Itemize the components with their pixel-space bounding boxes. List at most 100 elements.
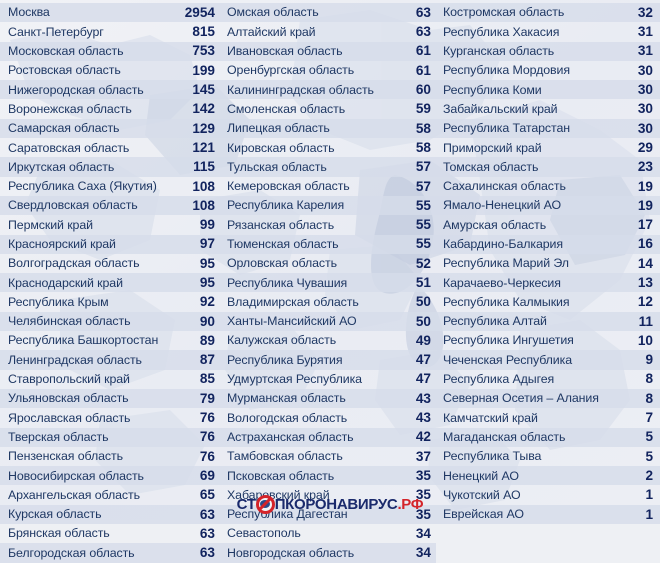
table-row: Белгородская область 63 xyxy=(0,543,220,563)
table-row: Калининградская область 60 xyxy=(220,80,436,100)
region-name: Кабардино-Балкария xyxy=(443,237,563,251)
region-name: Приморский край xyxy=(443,140,542,155)
region-case-count: 145 xyxy=(192,82,215,98)
table-row: Иркутская область 115 xyxy=(0,157,220,177)
region-name: Псковская область xyxy=(227,468,335,483)
region-name: Ивановская область xyxy=(227,44,343,59)
table-row: Республика Адыгея 8 xyxy=(436,370,660,389)
region-name: Пензенская область xyxy=(8,449,123,464)
region-name: Алтайский край xyxy=(227,24,316,39)
region-case-count: 63 xyxy=(199,525,215,541)
region-case-count: 76 xyxy=(199,429,215,445)
region-name: Республика Татарстан xyxy=(443,121,570,136)
table-row: Свердловская область 108 xyxy=(0,195,220,216)
table-row: Воронежская область 142 xyxy=(0,99,220,118)
table-row: Вологодская область 43 xyxy=(220,408,436,427)
region-case-count: 61 xyxy=(415,43,431,59)
region-case-count: 11 xyxy=(638,313,653,329)
table-row: Магаданская область 5 xyxy=(436,427,660,447)
region-name: Челябинская область xyxy=(8,314,131,329)
region-case-count: 12 xyxy=(637,294,653,310)
region-name: Амурская область xyxy=(443,217,547,232)
table-row: Республика Башкортостан 89 xyxy=(0,331,220,350)
region-name: Чукотский АО xyxy=(443,487,521,502)
table-row: Кемеровская область 57 xyxy=(220,177,436,196)
table-row: Красноярский край 97 xyxy=(0,234,220,254)
region-name: Курганская область xyxy=(443,44,555,59)
region-name: Курская область xyxy=(8,507,102,522)
region-name: Воронежская область xyxy=(8,101,132,116)
region-name: Республика Саха (Якутия) xyxy=(8,179,157,194)
region-case-count: 17 xyxy=(637,217,653,233)
region-name: Красноярский край xyxy=(8,237,116,251)
region-case-count: 49 xyxy=(415,332,431,348)
region-name: Краснодарский край xyxy=(8,275,123,290)
region-name: Астраханская область xyxy=(227,429,354,444)
region-case-count: 85 xyxy=(199,371,215,387)
region-case-count: 19 xyxy=(637,178,653,194)
region-name: Северная Осетия – Алания xyxy=(443,391,599,406)
table-row: Архангельская область 65 xyxy=(0,485,220,504)
table-row: Краснодарский край 95 xyxy=(0,273,220,293)
table-row: Липецкая область 58 xyxy=(220,118,436,139)
table-row: Томская область 23 xyxy=(436,157,660,177)
region-case-count: 60 xyxy=(415,82,431,98)
table-row: Республика Дагестан 35 xyxy=(220,504,436,525)
region-case-count: 65 xyxy=(199,487,215,503)
table-row: Ставропольский край 85 xyxy=(0,370,220,389)
table-row: Чеченская Республика 9 xyxy=(436,350,660,370)
region-name: Республика Алтай xyxy=(443,314,547,329)
region-case-count: 43 xyxy=(415,390,431,406)
table-row: Республика Чувашия 51 xyxy=(220,273,436,293)
table-row: Республика Коми 30 xyxy=(436,80,660,100)
table-row: Санкт-Петербург 815 xyxy=(0,22,220,41)
region-case-count: 753 xyxy=(192,43,215,59)
no-virus-icon xyxy=(255,494,275,514)
region-name: Ямало-Ненецкий АО xyxy=(443,198,562,213)
region-case-count: 61 xyxy=(415,62,431,78)
region-case-count: 30 xyxy=(637,120,653,136)
logo-text-domain: .РФ xyxy=(397,495,424,513)
table-row: Рязанская область 55 xyxy=(220,215,436,234)
region-name: Мурманская область xyxy=(227,391,346,406)
region-case-count: 142 xyxy=(192,101,215,117)
region-name: Республика Мордовия xyxy=(443,63,570,78)
table-column-2: Омская область 63 Алтайский край 63 Ивановск… xyxy=(220,0,436,563)
region-case-count: 108 xyxy=(192,197,215,213)
table-row: Псковская область 35 xyxy=(220,466,436,486)
region-case-count: 13 xyxy=(637,275,653,290)
table-row: Костромская область 32 xyxy=(436,3,660,23)
table-row: Кабардино-Балкария 16 xyxy=(436,234,660,254)
region-case-count: 87 xyxy=(199,352,215,368)
region-case-count: 35 xyxy=(415,506,431,522)
region-case-count: 1 xyxy=(645,487,653,503)
region-case-count: 23 xyxy=(637,159,653,175)
table-row: Астраханская область 42 xyxy=(220,427,436,447)
region-case-count: 2 xyxy=(645,467,653,483)
table-row: Ростовская область 199 xyxy=(0,61,220,80)
region-case-count: 16 xyxy=(637,236,653,252)
region-case-count: 108 xyxy=(192,178,215,194)
region-name: Республика Адыгея xyxy=(443,372,555,387)
region-case-count: 121 xyxy=(192,139,215,155)
stopkoronavirus-logo[interactable]: СТ ПКОРОНАВИРУС .РФ xyxy=(237,494,424,514)
table-row: Омская область 63 xyxy=(220,3,436,23)
region-name: Московская область xyxy=(8,44,124,59)
region-name: Ненецкий АО xyxy=(443,468,519,483)
table-row: Новгородская область 34 xyxy=(220,543,436,563)
table-row: Чукотский АО 1 xyxy=(436,485,660,504)
table-row: Амурская область 17 xyxy=(436,215,660,234)
region-case-count: 63 xyxy=(415,24,431,40)
region-name: Ставропольский край xyxy=(8,372,130,387)
region-case-count: 30 xyxy=(637,62,653,78)
region-name: Иркутская область xyxy=(8,159,115,174)
region-name: Ханты-Мансийский АО xyxy=(227,314,357,329)
table-row: Пензенская область 76 xyxy=(0,447,220,466)
table-row: Алтайский край 63 xyxy=(220,22,436,41)
table-row: Республика Алтай 11 xyxy=(436,311,660,332)
region-case-count: 59 xyxy=(415,101,431,117)
region-name: Тюменская область xyxy=(227,237,339,251)
footer: СТ ПКОРОНАВИРУС .РФ xyxy=(0,494,660,514)
table-row: Республика Калмыкия 12 xyxy=(436,292,660,311)
region-case-count: 815 xyxy=(192,24,215,40)
